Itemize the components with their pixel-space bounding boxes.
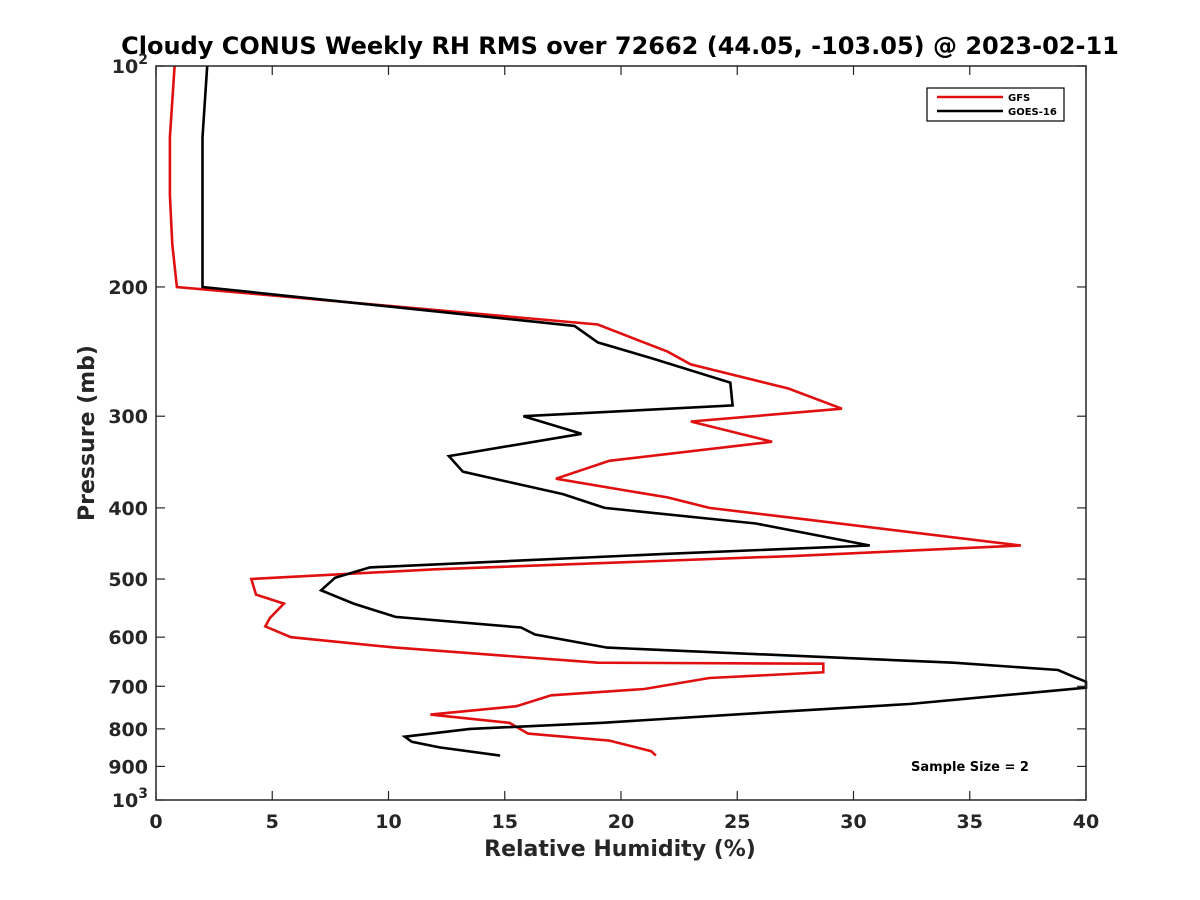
y-tick-label: 200	[108, 277, 148, 299]
series-layer	[168, 65, 1088, 757]
x-tick-label: 40	[1073, 811, 1099, 833]
legend: GFS GOES-16	[926, 87, 1065, 122]
y-tick-label: 800	[108, 719, 148, 741]
x-tick-label: 5	[266, 811, 279, 833]
x-tick-label: 20	[608, 811, 634, 833]
y-tick-label: 900	[108, 756, 148, 778]
y-tick-label: 600	[108, 627, 148, 649]
chart-title: Cloudy CONUS Weekly RH RMS over 72662 (4…	[121, 32, 1119, 60]
sample-size-annotation: Sample Size = 2	[911, 760, 1029, 775]
series-line-goes16	[201, 65, 1088, 757]
y-tick-label: 102	[112, 52, 148, 78]
y-axis: 102 200 300 400 500 600 700 800 900 103	[108, 52, 1086, 812]
x-tick-label: 15	[492, 811, 518, 833]
x-axis-label: Relative Humidity (%)	[484, 837, 756, 862]
y-axis-label: Pressure (mb)	[75, 345, 100, 521]
x-tick-label: 35	[957, 811, 983, 833]
legend-label-gfs: GFS	[1008, 93, 1030, 104]
y-tick-label: 700	[108, 676, 148, 698]
x-tick-label: 30	[840, 811, 866, 833]
legend-label-goes16: GOES-16	[1008, 107, 1057, 118]
x-axis: 0 5 10 15 20 25 30 35 40	[149, 66, 1099, 833]
legend-box	[926, 87, 1065, 122]
y-tick-label: 300	[108, 406, 148, 428]
series-line-gfs	[168, 65, 1022, 757]
x-tick-label: 0	[149, 811, 162, 833]
y-tick-label: 400	[108, 498, 148, 520]
x-tick-label: 25	[724, 811, 750, 833]
y-tick-label: 500	[108, 569, 148, 591]
x-tick-label: 10	[375, 811, 401, 833]
y-tick-label: 103	[112, 786, 148, 812]
